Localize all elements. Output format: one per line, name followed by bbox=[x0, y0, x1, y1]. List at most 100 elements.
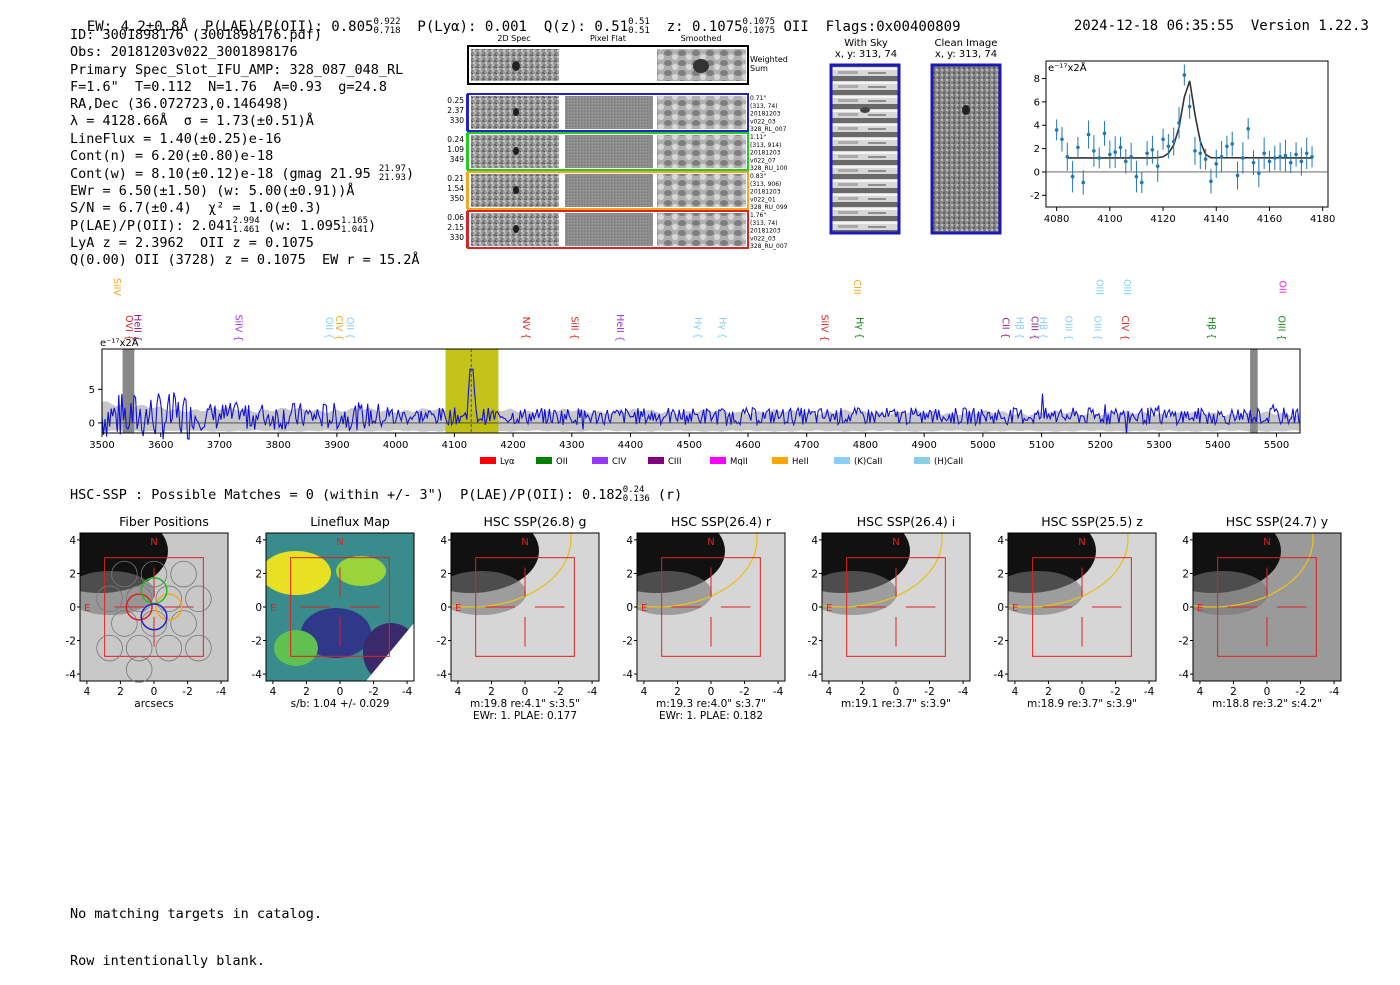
spectrum-xtick-label: 3700 bbox=[207, 440, 232, 451]
cutout-left-label: 0.06 bbox=[447, 213, 464, 222]
info-plae: P(LAE)/P(OII): 2.041 2.994 1.461 (w: 1.095… bbox=[70, 216, 377, 236]
hsc-panel-plot: HSC SSP(26.4) r N E 4 -4 2 -2 0 0 -2 2 -4 4 m:19.3 re… bbox=[622, 514, 785, 722]
cutout-smooth bbox=[657, 96, 746, 129]
info-lya: LyA z = 2.3962 OII z = 0.1075 bbox=[70, 234, 314, 251]
zoom-point bbox=[1139, 180, 1144, 185]
hsc-ytick-label: 0 bbox=[811, 602, 818, 614]
hsc-ytick-label: 4 bbox=[69, 535, 76, 547]
hsc-panel-title: Fiber Positions bbox=[119, 514, 209, 529]
zoom-point bbox=[1214, 161, 1219, 166]
hsc-panel-caption: m:19.8 re:4.1" s:3.5" bbox=[470, 698, 580, 710]
zoom-point bbox=[1241, 156, 1245, 160]
header-timestamp-version: 2024-12-18 06:35:55 Version 1.22.3 bbox=[1057, 2, 1369, 34]
zoom-point bbox=[1150, 147, 1155, 152]
hsc-ytick-label: -2 bbox=[993, 636, 1003, 648]
with-sky-header: With Sky x, y: 313, 74 bbox=[828, 38, 904, 60]
zoom-point bbox=[1171, 139, 1176, 144]
spectrum-error-envelope bbox=[102, 401, 1300, 432]
hsc-xtick-label: -2 bbox=[182, 686, 192, 698]
source-halo bbox=[636, 571, 712, 615]
legend-swatch bbox=[772, 457, 788, 464]
sky-cutouts bbox=[829, 63, 1002, 235]
weighted-sum-row: Weighted Sum bbox=[467, 45, 788, 85]
spectrum-xtick-label: 4600 bbox=[735, 440, 760, 451]
spectrum-xtick-label: 4300 bbox=[559, 440, 584, 451]
source-aperture-ellipse bbox=[636, 533, 758, 608]
legend-label: CIV bbox=[612, 457, 626, 465]
matched-fiber-circle bbox=[155, 593, 183, 621]
spectrum-xtick-label: 4900 bbox=[911, 440, 936, 451]
matched-fiber-circle bbox=[140, 603, 168, 631]
hsc-xtick-label: 0 bbox=[893, 686, 900, 698]
header-z-range: 0.1075 0.1075 bbox=[742, 17, 776, 36]
emission-line-label: Hβ { bbox=[1013, 317, 1024, 339]
hsc-panel: Lineflux Map N E 4 -4 2 -2 0 0 -2 2 -4 4 s/b: 1.04 +/… bbox=[246, 512, 426, 727]
header-z: z: 0.1075 bbox=[666, 19, 743, 35]
hsc-panel-caption: s/b: 1.04 +/- 0.029 bbox=[290, 698, 389, 710]
zoom-point bbox=[1193, 149, 1197, 153]
footer-line-2: Row intentionally blank. bbox=[70, 952, 266, 969]
zoom-point bbox=[1129, 154, 1133, 159]
source-aperture-ellipse bbox=[822, 533, 943, 608]
spectrum-xtick-label: 5400 bbox=[1205, 440, 1230, 451]
cutout-smooth bbox=[657, 213, 746, 246]
hsc-panel: HSC SSP(24.7) y N E 4 -4 2 -2 0 0 -2 2 -4 4 m:18.8 re… bbox=[1173, 512, 1353, 727]
info-radec: RA,Dec (36.072723,0.146498) bbox=[70, 96, 290, 113]
hsc-xtick-label: 2 bbox=[674, 686, 681, 698]
hsc-xtick-label: 4 bbox=[826, 686, 833, 698]
hsc-panel-title: HSC SSP(24.7) y bbox=[1226, 514, 1329, 529]
legend-label: MgII bbox=[730, 457, 748, 465]
emission-line-label: HeII { bbox=[614, 314, 625, 342]
cutout-source bbox=[513, 147, 519, 155]
with-sky-image bbox=[829, 63, 901, 235]
search-box bbox=[660, 557, 761, 657]
cutout-right-label: 20181203 bbox=[750, 150, 781, 157]
zoom-point bbox=[1288, 160, 1293, 165]
flux-blank-corner bbox=[365, 623, 414, 681]
clean-image bbox=[930, 63, 1002, 235]
hsc-xtick-label: -4 bbox=[958, 686, 969, 698]
header-q-range: 0.51 0.51 bbox=[628, 17, 650, 36]
cutout-smooth bbox=[657, 174, 746, 207]
cutout-right-label: v022_01 bbox=[750, 196, 776, 203]
fiber-circle bbox=[96, 634, 123, 662]
hsc-panel-caption: EWr: 1. PLAE: 0.182 bbox=[658, 710, 762, 722]
info-lineflux: LineFlux = 1.40(±0.25)e-16 bbox=[70, 130, 282, 147]
search-box bbox=[1217, 557, 1317, 657]
hsc-xtick-label: 2 bbox=[488, 686, 495, 698]
hsc-ytick-label: 2 bbox=[255, 568, 262, 580]
fiber-circle bbox=[185, 634, 212, 662]
hsc-xtick-label: 0 bbox=[1264, 686, 1271, 698]
hsc-ytick-label: -4 bbox=[66, 669, 77, 681]
zoom-point bbox=[1145, 151, 1149, 156]
full-spectrum: e⁻¹⁷x2Å 3500 3600 3700 3800 3900 4000 4100 4200… bbox=[89, 278, 1301, 465]
fiber-circle bbox=[140, 560, 168, 588]
cutout-color-bar bbox=[466, 133, 469, 170]
source-aperture-ellipse bbox=[1007, 533, 1129, 608]
detection-info: ID: 3001898176 (3001898176.pdf) Obs: 201… bbox=[70, 27, 420, 269]
hsc-xtick-label: 2 bbox=[303, 686, 310, 698]
zoom-point bbox=[1209, 179, 1213, 184]
hsc-panel-plot: HSC SSP(24.7) y N E 4 -4 2 -2 0 0 -2 2 -4 4 m:18.8 re… bbox=[1179, 514, 1342, 710]
hsc-panel-title: HSC SSP(25.5) z bbox=[1041, 514, 1143, 529]
emission-line-label: SiIV { bbox=[232, 314, 243, 341]
east-label: E bbox=[455, 603, 461, 614]
emission-line-label: HeII { bbox=[131, 314, 142, 342]
sum-label: Sum bbox=[750, 64, 768, 73]
hsc-xtick-label: 0 bbox=[336, 686, 343, 698]
spectrum-xtick-label: 4400 bbox=[618, 440, 643, 451]
cutout-flat bbox=[565, 213, 653, 246]
zoom-point bbox=[1219, 154, 1224, 159]
hsc-panel-caption: m:18.8 re:3.2" s:4.2" bbox=[1212, 698, 1322, 710]
cutout-right-label: (313, 914) bbox=[750, 142, 781, 149]
hsc-xtick-label: 4 bbox=[1197, 686, 1204, 698]
hsc-ytick-label: 2 bbox=[440, 568, 447, 580]
emission-line-label: OIII bbox=[1093, 279, 1104, 295]
spectrum-xtick-label: 5000 bbox=[970, 440, 995, 451]
cutout-right-label: 328_RU_007 bbox=[750, 243, 788, 250]
emission-line-label: Hβ { bbox=[1205, 317, 1216, 339]
cutout-right-label: v022_03 bbox=[750, 235, 776, 242]
zoom-xtick-label: 4140 bbox=[1204, 214, 1229, 225]
zoom-point bbox=[1294, 152, 1298, 157]
